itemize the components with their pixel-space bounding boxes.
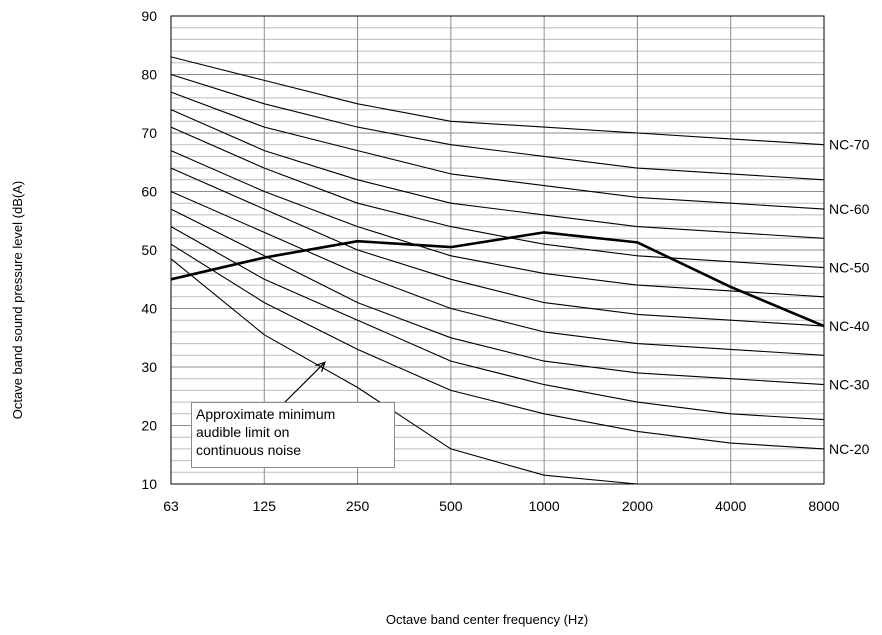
y-tick-label: 70 — [141, 125, 157, 141]
x-tick-label: 125 — [253, 498, 277, 514]
y-tick-label: 60 — [141, 184, 157, 200]
nc-curve-line — [170, 150, 825, 298]
nc-curves — [170, 56, 825, 485]
annotation-box: Approximate minimum audible limit on con… — [191, 402, 395, 468]
x-tick-label: 8000 — [808, 498, 839, 514]
nc-curve-line — [170, 167, 825, 327]
nc-curve-label: NC-40 — [829, 318, 870, 334]
nc-curve-label: NC-30 — [829, 377, 870, 393]
x-tick-label: 1000 — [529, 498, 560, 514]
nc-curve-line — [170, 91, 825, 210]
y-axis-title: Octave band sound pressure level (dB(A) — [10, 181, 25, 419]
y-tick-label: 80 — [141, 67, 157, 83]
nc-curve-label: NC-20 — [829, 441, 870, 457]
nc-curve-line — [170, 258, 638, 485]
nc-curve-line — [170, 73, 825, 181]
y-tick-label: 40 — [141, 301, 157, 317]
x-tick-label: 2000 — [622, 498, 653, 514]
x-tick-labels: 63 125 250 500 1000 2000 4000 8000 — [163, 498, 840, 514]
nc-curve-line — [170, 56, 825, 146]
annotation-line: Approximate minimum — [196, 406, 336, 422]
y-tick-label: 50 — [141, 242, 157, 258]
annotation-line: continuous noise — [196, 442, 302, 458]
nc-curve-label: NC-70 — [829, 137, 870, 153]
nc-curve-line — [170, 226, 825, 421]
nc-curve-label: NC-50 — [829, 260, 870, 276]
measured-spectrum-line — [170, 231, 825, 328]
arrow-head — [315, 361, 326, 372]
y-tick-label: 30 — [141, 359, 157, 375]
nc-curve-line — [170, 243, 825, 450]
nc-curve-line — [170, 109, 825, 239]
x-tick-label: 250 — [346, 498, 370, 514]
y-tick-labels: 10 20 30 40 50 60 70 80 90 — [141, 8, 157, 492]
nc-curve-label: NC-60 — [829, 201, 870, 217]
x-tick-label: 500 — [439, 498, 463, 514]
x-axis-title: Octave band center frequency (Hz) — [386, 612, 588, 627]
x-tick-label: 63 — [163, 498, 179, 514]
y-tick-label: 10 — [141, 476, 157, 492]
x-tick-label: 4000 — [715, 498, 746, 514]
nc-series-labels: NC-70 NC-60 NC-50 NC-40 NC-30 NC-20 — [829, 137, 870, 457]
y-tick-label: 20 — [141, 418, 157, 434]
nc-curve-line — [170, 208, 825, 386]
plot-area-border — [170, 15, 825, 485]
annotation-line: audible limit on — [196, 424, 290, 440]
y-tick-label: 90 — [141, 8, 157, 24]
nc-curve-line — [170, 190, 825, 356]
nc-curve-line — [170, 126, 825, 269]
